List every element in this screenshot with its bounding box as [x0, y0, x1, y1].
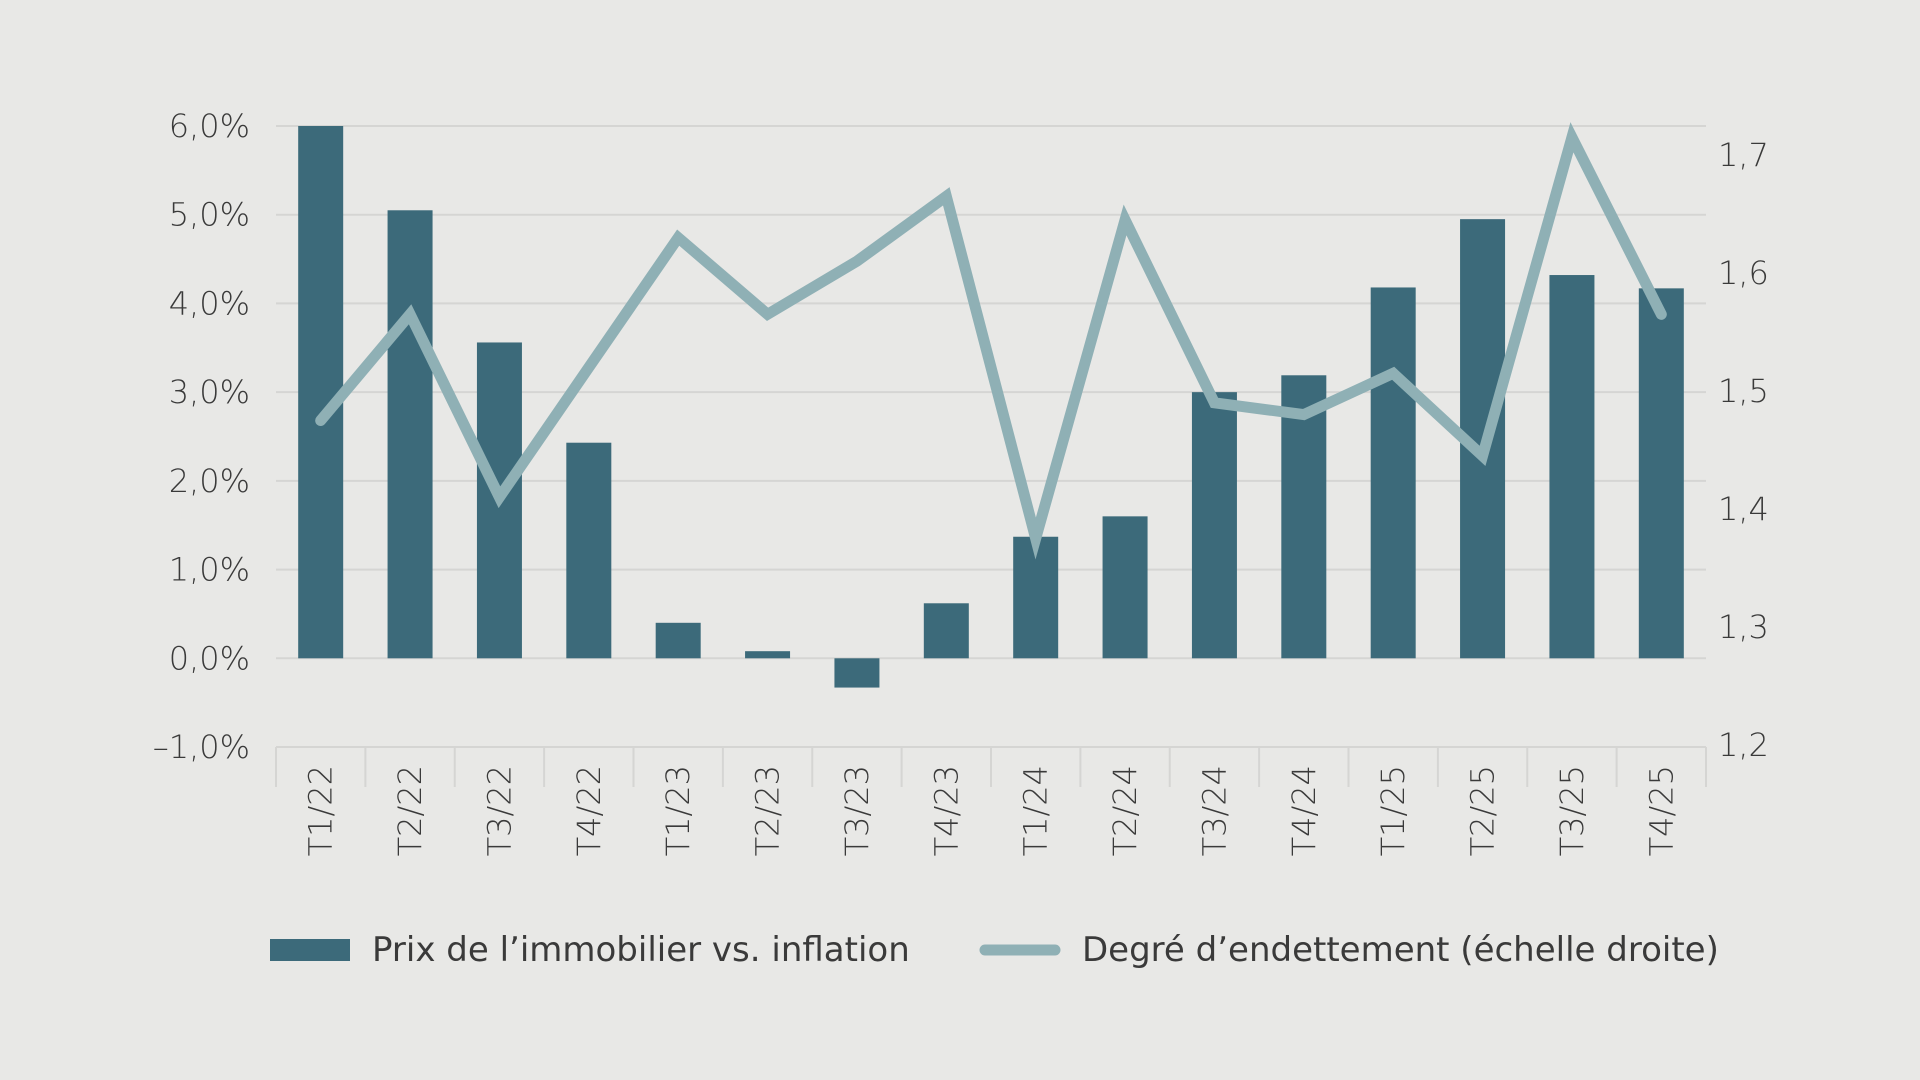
right-tick-label: 1,2 [1718, 726, 1769, 764]
bar [1370, 287, 1416, 659]
bar [566, 442, 612, 659]
debt-ratio-line [315, 122, 1667, 560]
x-tick-label: T3/24 [1195, 765, 1233, 856]
bar [1191, 392, 1237, 659]
right-tick-label: 1,7 [1718, 136, 1769, 174]
x-tick-label: T3/25 [1553, 765, 1591, 856]
line-series [315, 122, 1667, 560]
x-tick-label: T1/23 [659, 765, 697, 856]
bar [387, 210, 433, 659]
x-tick-label: T3/23 [838, 765, 876, 856]
bar [923, 603, 969, 659]
right-tick-label: 1,3 [1718, 608, 1769, 646]
bar [745, 651, 791, 659]
left-tick-label: –1,0% [153, 728, 250, 766]
bar [298, 126, 344, 659]
bar [1102, 516, 1148, 659]
left-tick-label: 0,0% [169, 639, 250, 677]
legend-label-bar: Prix de l’immobilier vs. inflation [372, 930, 910, 970]
legend-label-line: Degré d’endettement (échelle droite) [1082, 930, 1719, 970]
left-tick-label: 1,0% [169, 551, 250, 589]
x-tick-label: T1/24 [1017, 765, 1055, 856]
x-tick-label: T1/25 [1374, 765, 1412, 856]
legend-swatch-bar [270, 939, 350, 961]
x-tick-label: T2/22 [391, 765, 429, 856]
x-tick-label: T2/25 [1464, 765, 1502, 856]
bar-series [298, 126, 1684, 688]
left-tick-label: 5,0% [169, 196, 250, 234]
right-axis: 1,2 1,3 1,4 1,5 1,6 1,7 [1718, 136, 1769, 764]
x-tick-label: T4/22 [570, 765, 608, 856]
left-tick-label: 3,0% [169, 373, 250, 411]
left-tick-label: 2,0% [169, 462, 250, 500]
x-tick-label: T4/23 [927, 765, 965, 856]
right-tick-label: 1,4 [1718, 490, 1769, 528]
x-tick-label: T4/24 [1285, 765, 1323, 856]
legend: Prix de l’immobilier vs. inflation Degré… [270, 930, 1719, 970]
x-tick-label: T4/25 [1642, 765, 1680, 856]
right-tick-label: 1,5 [1718, 372, 1769, 410]
bar [834, 658, 880, 688]
x-tick-label: T2/24 [1106, 765, 1144, 856]
left-tick-label: 6,0% [169, 107, 250, 145]
left-axis: –1,0% 0,0% 1,0% 2,0% 3,0% 4,0% 5,0% 6,0% [153, 107, 250, 766]
bar [1281, 375, 1327, 659]
x-tick-label: T2/23 [749, 765, 787, 856]
left-tick-label: 4,0% [169, 284, 250, 322]
x-tick-label: T3/22 [480, 765, 518, 856]
right-tick-label: 1,6 [1718, 254, 1769, 292]
x-tick-label: T1/22 [302, 765, 340, 856]
x-axis: T1/22 T2/22 T3/22 T4/22 T1/23 T2/23 T3/23 T4/23… [275, 747, 1707, 856]
bar [1549, 275, 1595, 659]
bar [655, 622, 701, 659]
bar [1638, 288, 1684, 659]
